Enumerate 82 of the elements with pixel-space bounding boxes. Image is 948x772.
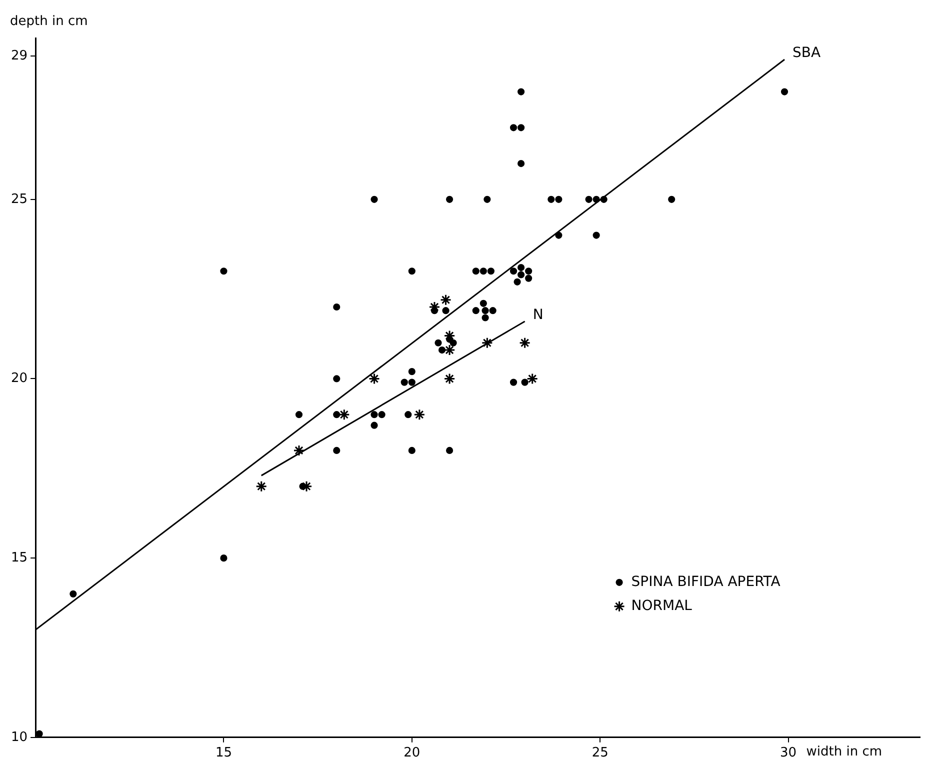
point xyxy=(333,446,340,454)
point xyxy=(434,339,442,346)
point xyxy=(600,196,608,203)
point xyxy=(518,88,525,96)
point xyxy=(585,196,592,203)
point xyxy=(36,730,43,738)
point xyxy=(525,274,532,282)
point xyxy=(70,590,77,598)
point xyxy=(444,372,456,384)
point xyxy=(555,232,562,239)
point xyxy=(378,411,386,418)
point xyxy=(408,378,416,386)
point xyxy=(526,372,538,384)
point xyxy=(408,446,416,454)
y-tick-label: 15 xyxy=(10,550,28,566)
point xyxy=(472,307,480,314)
point xyxy=(519,337,531,349)
y-tick-label: 10 xyxy=(10,730,28,745)
point xyxy=(668,196,676,203)
point xyxy=(510,268,518,275)
x-tick-label: 25 xyxy=(592,746,608,761)
point xyxy=(487,268,494,275)
point xyxy=(333,411,340,418)
point xyxy=(438,346,446,354)
point xyxy=(370,196,378,203)
point xyxy=(482,314,489,322)
point xyxy=(482,307,489,314)
point xyxy=(408,368,416,376)
point xyxy=(510,378,518,386)
point xyxy=(368,372,380,384)
point xyxy=(440,294,452,306)
point xyxy=(408,268,416,275)
point xyxy=(256,480,268,492)
point xyxy=(472,268,480,275)
point xyxy=(514,278,521,286)
point xyxy=(444,344,456,356)
point xyxy=(295,411,303,418)
point xyxy=(481,337,493,349)
point xyxy=(430,307,438,314)
point xyxy=(548,196,555,203)
point xyxy=(370,422,378,429)
point xyxy=(484,196,491,203)
point xyxy=(525,268,532,275)
point xyxy=(521,378,528,386)
x-tick-label: 15 xyxy=(215,746,232,761)
point xyxy=(400,378,408,386)
point xyxy=(592,196,600,203)
point xyxy=(518,124,525,132)
point xyxy=(220,554,228,562)
point xyxy=(446,336,454,343)
point xyxy=(489,307,496,314)
legend-label: SPINA BIFIDA APERTA xyxy=(631,574,781,590)
point xyxy=(518,271,525,278)
point xyxy=(446,446,454,454)
point xyxy=(220,268,228,275)
legend-label: NORMAL xyxy=(631,598,692,614)
y-tick-label: 20 xyxy=(10,371,28,386)
y-tick-label: 29 xyxy=(10,48,28,64)
point xyxy=(333,375,340,382)
point xyxy=(555,196,562,203)
point xyxy=(480,300,487,307)
series-label: SBA xyxy=(792,45,821,62)
series-label: N xyxy=(532,306,544,323)
point xyxy=(404,411,412,418)
point xyxy=(333,303,340,311)
x-axis-title: width in cm xyxy=(806,744,882,760)
point xyxy=(370,411,378,418)
point xyxy=(518,160,525,168)
point xyxy=(414,408,426,420)
point xyxy=(780,88,788,96)
x-tick-label: 30 xyxy=(780,746,797,761)
point xyxy=(510,124,518,132)
point xyxy=(518,264,525,272)
point xyxy=(480,268,487,275)
point xyxy=(442,307,450,314)
y-tick-label: 25 xyxy=(10,192,28,207)
point xyxy=(592,232,600,239)
x-tick-label: 20 xyxy=(404,746,420,761)
point xyxy=(446,196,454,203)
y-axis-title: depth in cm xyxy=(10,14,88,29)
point xyxy=(299,482,306,490)
point xyxy=(293,444,305,456)
